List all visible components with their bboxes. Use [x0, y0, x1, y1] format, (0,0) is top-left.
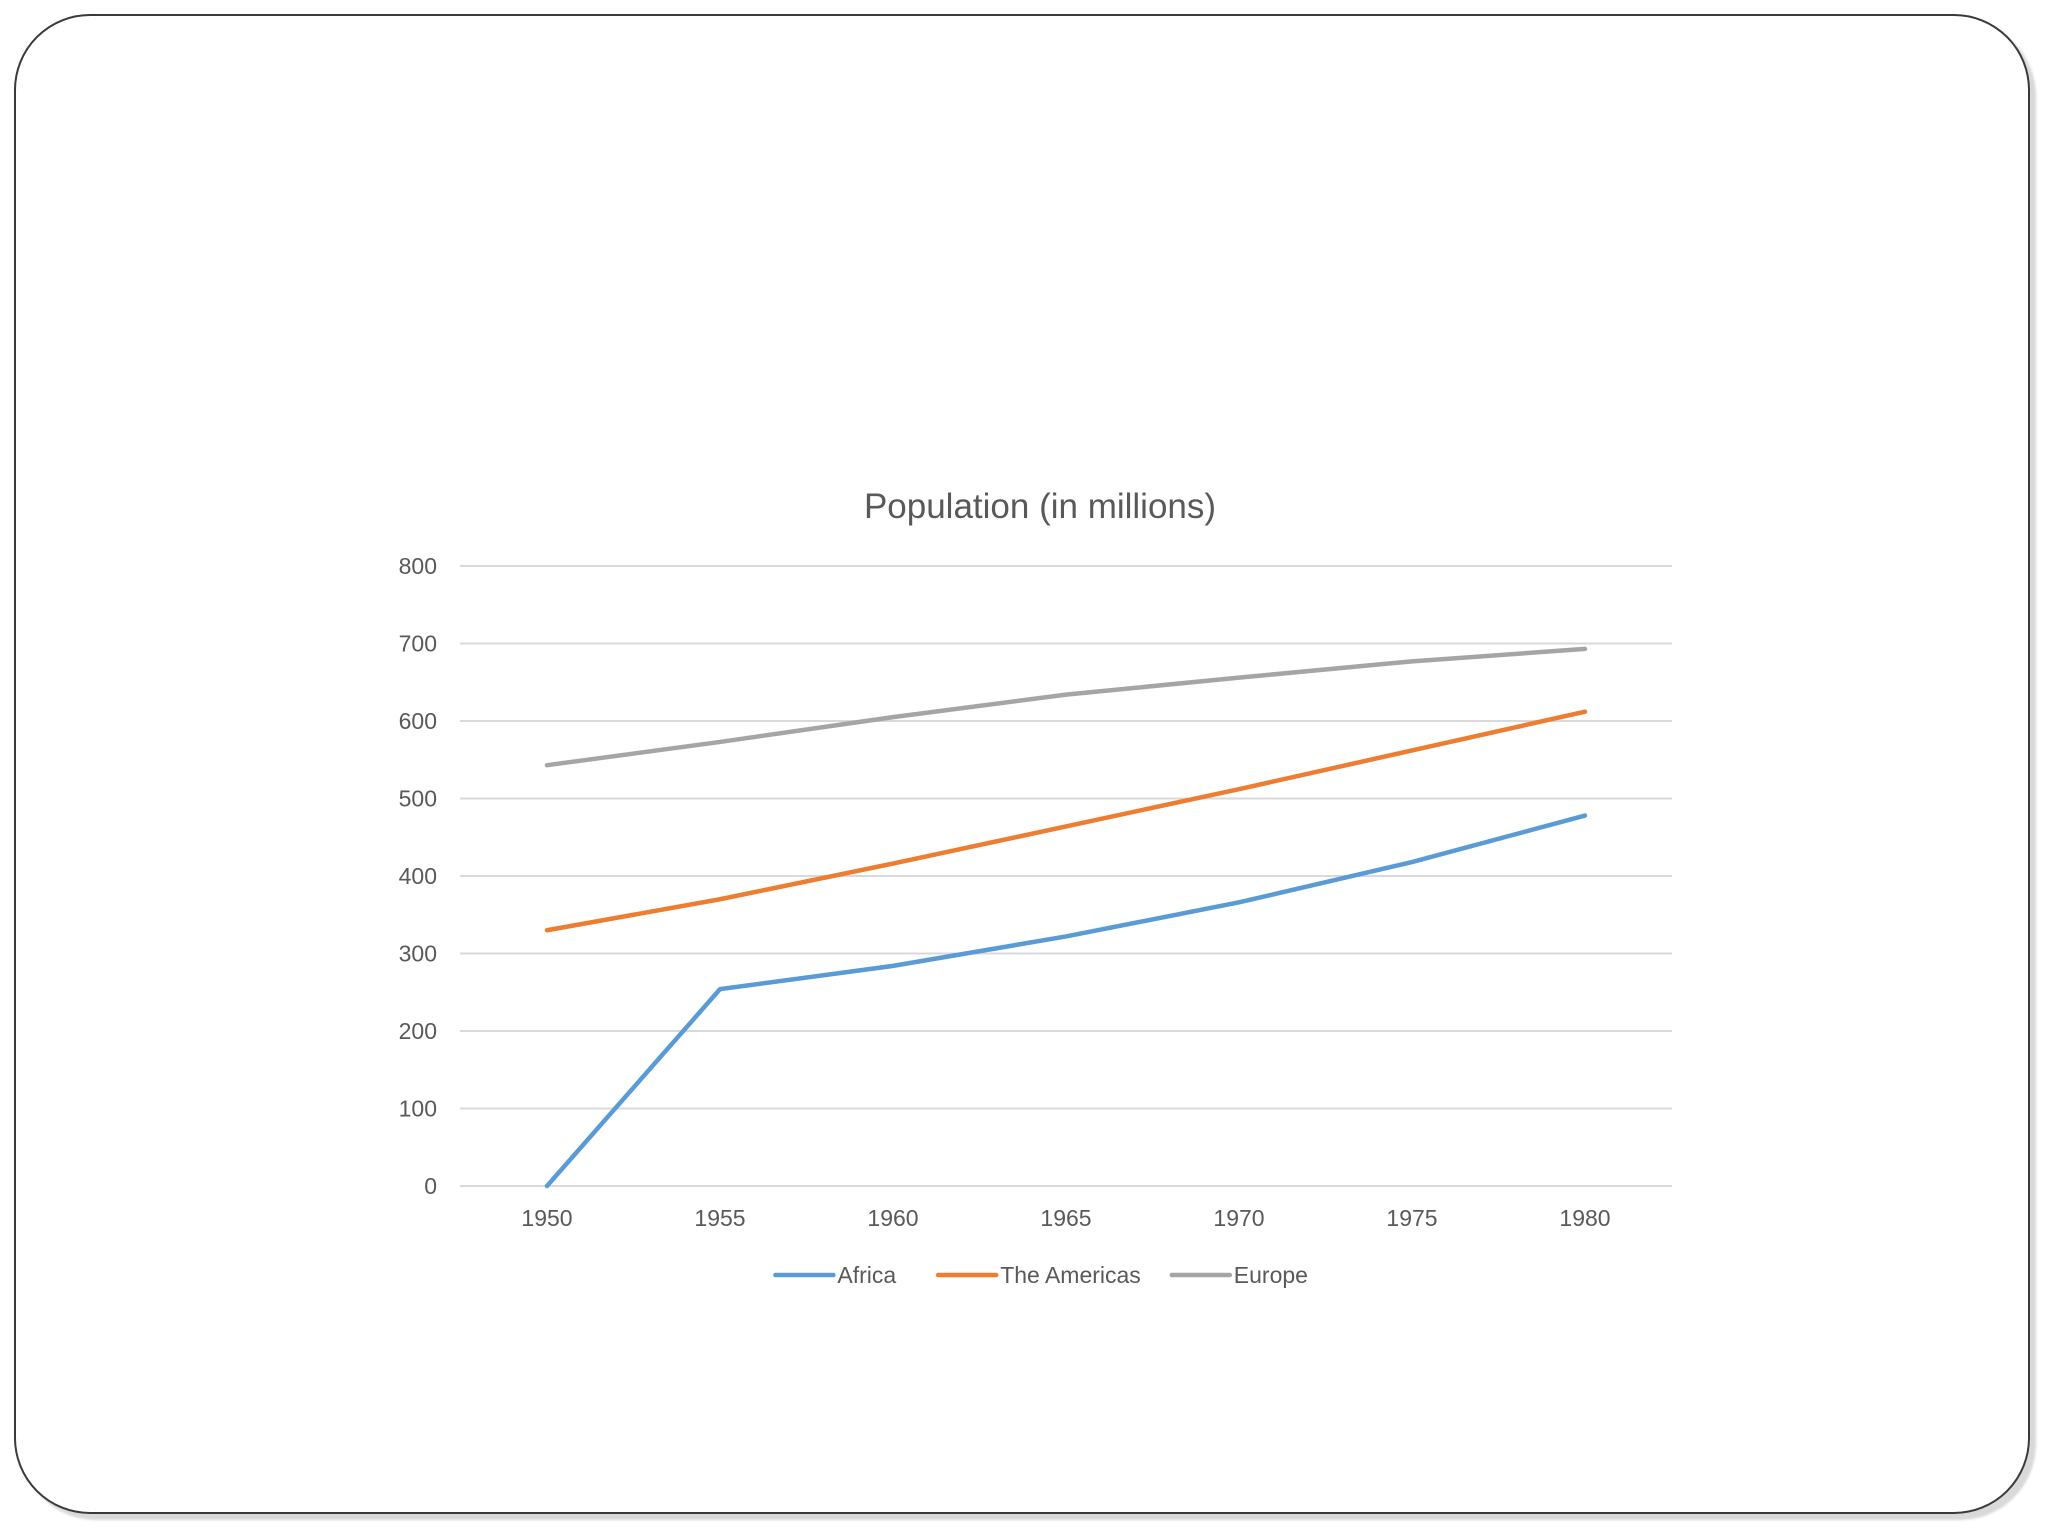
legend-label: The Americas	[1000, 1262, 1141, 1288]
legend-label: Africa	[837, 1262, 896, 1288]
y-tick-label: 400	[399, 863, 437, 889]
x-tick-label: 1975	[1386, 1205, 1437, 1231]
legend-label: Europe	[1234, 1262, 1308, 1288]
x-axis-ticks: 1950 1955 1960 1965 1970 1975 1980	[521, 1205, 1610, 1231]
x-tick-label: 1980	[1559, 1205, 1610, 1231]
series-line	[544, 813, 1588, 1189]
x-tick-label: 1965	[1040, 1205, 1091, 1231]
slide-frame	[14, 14, 2030, 1514]
x-tick-label: 1955	[694, 1205, 745, 1231]
y-tick-label: 700	[399, 631, 437, 657]
y-tick-label: 100	[399, 1096, 437, 1122]
series-line	[544, 709, 1588, 933]
y-tick-label: 500	[399, 786, 437, 812]
series-line	[544, 646, 1588, 768]
x-tick-label: 1950	[521, 1205, 572, 1231]
legend: Africa The Americas Europe	[773, 1262, 1308, 1288]
chart-title: Population (in millions)	[864, 487, 1216, 526]
y-tick-label: 300	[399, 941, 437, 967]
y-tick-label: 200	[399, 1018, 437, 1044]
gridlines	[460, 565, 1672, 1187]
y-tick-label: 0	[424, 1173, 437, 1199]
y-tick-label: 600	[399, 708, 437, 734]
y-axis-ticks: 0 100 200 300 400 500 600 700 800	[399, 553, 437, 1199]
x-tick-label: 1960	[867, 1205, 918, 1231]
y-tick-label: 800	[399, 553, 437, 579]
x-tick-label: 1970	[1213, 1205, 1264, 1231]
series-lines	[544, 646, 1588, 1189]
